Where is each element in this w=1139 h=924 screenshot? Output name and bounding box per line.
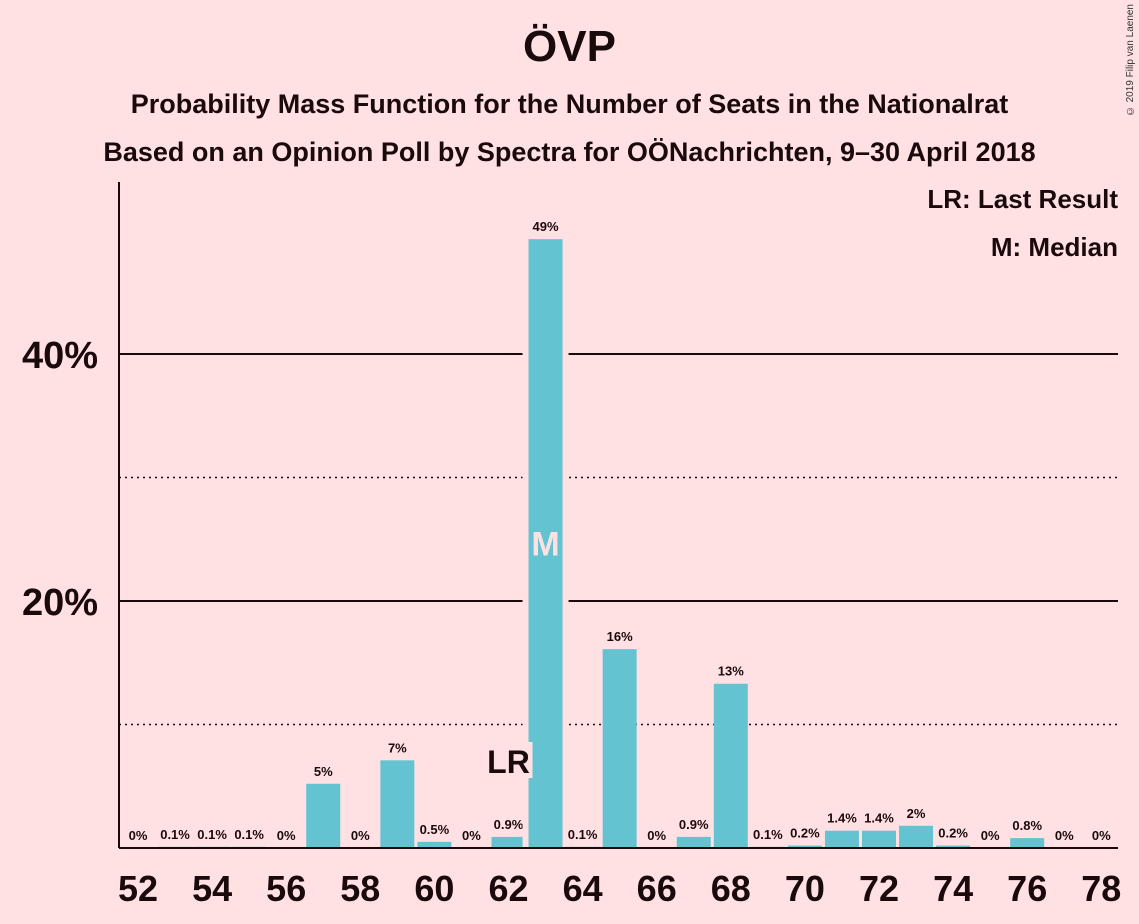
bar-value-label: 0.1% — [568, 827, 598, 842]
bar-value-label: 0.9% — [494, 817, 524, 832]
bar-value-label: 0.8% — [1012, 818, 1042, 833]
x-tick-label: 56 — [266, 868, 306, 909]
y-tick-label: 20% — [22, 582, 98, 624]
bar-value-label: 0.1% — [234, 827, 264, 842]
x-tick-label: 62 — [488, 868, 528, 909]
bar-value-label: 13% — [718, 664, 744, 679]
last-result-marker: LR — [487, 744, 530, 780]
bar — [899, 826, 933, 848]
bar-value-label: 0.2% — [938, 826, 968, 841]
bar — [492, 837, 526, 848]
bar — [825, 831, 859, 848]
bar-value-label: 0% — [462, 828, 481, 843]
bar-value-label: 1.4% — [827, 811, 857, 826]
bar-value-label: 0.2% — [790, 826, 820, 841]
x-tick-label: 60 — [414, 868, 454, 909]
bar-value-label: 0% — [647, 828, 666, 843]
bar — [862, 831, 896, 848]
bar-value-label: 0% — [277, 828, 296, 843]
bar-value-label: 0% — [981, 828, 1000, 843]
bar — [714, 684, 748, 848]
bar-value-label: 7% — [388, 740, 407, 755]
bar-value-label: 16% — [607, 629, 633, 644]
x-tick-label: 70 — [785, 868, 825, 909]
x-tick-label: 66 — [637, 868, 677, 909]
bar-value-label: 0.9% — [679, 817, 709, 832]
bar-value-label: 1.4% — [864, 811, 894, 826]
bar-value-label: 2% — [907, 806, 926, 821]
x-tick-label: 54 — [192, 868, 232, 909]
bar-value-label: 49% — [533, 219, 559, 234]
y-tick-label: 40% — [22, 335, 98, 377]
bar-value-label: 0.1% — [197, 827, 227, 842]
bar-value-label: 0.1% — [753, 827, 783, 842]
bar-value-label: 0.5% — [420, 822, 450, 837]
median-marker: M — [531, 526, 559, 564]
bar-value-label: 0% — [1055, 828, 1074, 843]
x-tick-label: 64 — [563, 868, 603, 909]
bar — [603, 649, 637, 848]
bar — [306, 784, 340, 848]
x-tick-label: 58 — [340, 868, 380, 909]
x-tick-label: 68 — [711, 868, 751, 909]
x-tick-label: 72 — [859, 868, 899, 909]
x-tick-label: 52 — [118, 868, 158, 909]
bar-value-label: 5% — [314, 764, 333, 779]
x-tick-label: 76 — [1007, 868, 1047, 909]
bar-value-label: 0% — [1092, 828, 1111, 843]
bar-value-label: 0% — [129, 828, 148, 843]
bar — [380, 760, 414, 848]
bar-value-label: 0% — [351, 828, 370, 843]
bar-value-label: 0.1% — [160, 827, 190, 842]
bar — [677, 837, 711, 848]
bar — [1010, 838, 1044, 848]
x-tick-label: 78 — [1081, 868, 1121, 909]
x-tick-label: 74 — [933, 868, 973, 909]
